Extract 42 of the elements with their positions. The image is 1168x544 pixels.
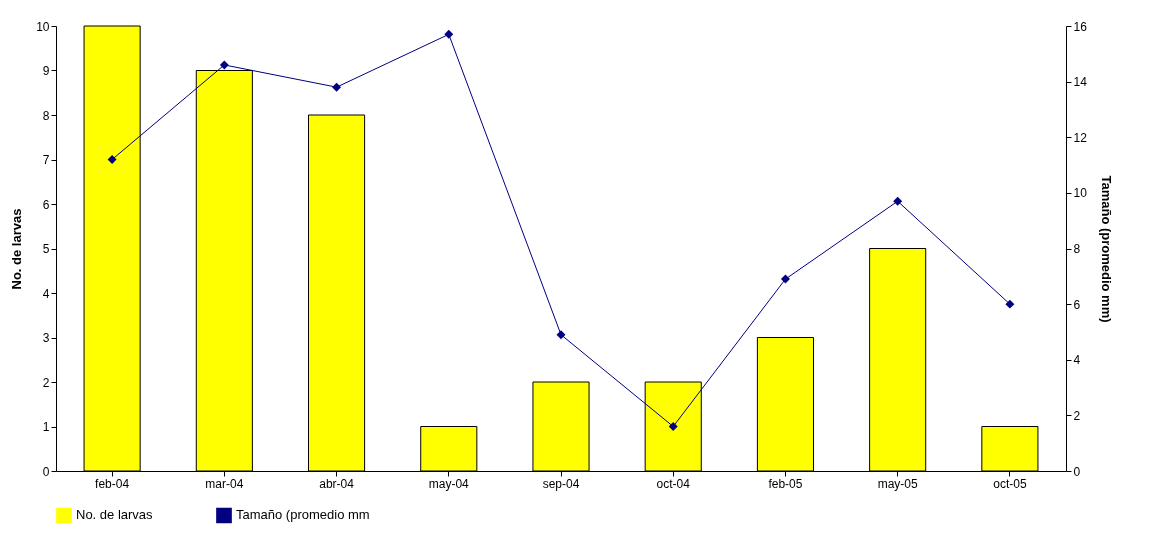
y-tick-label: 6: [42, 197, 50, 212]
point: [668, 422, 678, 431]
y2-tick-label: 6: [1073, 297, 1081, 312]
y2-tick-label: 0: [1073, 464, 1081, 479]
y2-tick-label: 4: [1073, 353, 1081, 368]
point: [556, 330, 566, 340]
y2-tick-label: 14: [1073, 75, 1088, 90]
point: [1005, 299, 1015, 309]
x-tick-label: may-04: [428, 476, 470, 491]
x-tick-label: may-05: [877, 476, 918, 491]
x-tick-label: oct-04: [656, 476, 691, 491]
y2-tick-label: 10: [1073, 186, 1088, 201]
x-tick-label: oct-05: [993, 476, 1027, 491]
point: [444, 29, 454, 39]
y2-tick-label: 8: [1073, 242, 1081, 256]
x-tick-label: sep-04: [542, 476, 580, 491]
point: [332, 82, 342, 92]
y-tick-label: 2: [42, 375, 50, 390]
legend-label: No. de larvas: [76, 507, 154, 523]
x-tick-label: mar-04: [205, 476, 244, 491]
y2-axis-title: Tamaño (promedio mm): [1098, 175, 1114, 323]
x-tick-label: abr-04: [319, 476, 355, 491]
y-tick-label: 1: [42, 420, 50, 434]
y2-tick-label: 12: [1073, 130, 1088, 145]
y-tick-label: 4: [42, 286, 50, 301]
y-tick-label: 8: [42, 108, 50, 123]
point: [893, 196, 903, 206]
point: [780, 274, 790, 284]
y-tick-label: 0: [42, 464, 50, 479]
y-tick-label: 10: [36, 19, 50, 34]
y-tick-label: 9: [42, 64, 50, 78]
y2-tick-label: 2: [1073, 408, 1081, 423]
point: [107, 155, 117, 164]
y-tick-label: 3: [42, 331, 50, 345]
legend-label: Tamaño (promedio mm: [236, 507, 370, 523]
y-tick-label: 7: [42, 153, 50, 167]
x-tick-label: feb-05: [768, 476, 803, 491]
x-tick-label: feb-04: [95, 476, 130, 491]
y-tick-label: 5: [42, 242, 50, 256]
point: [219, 60, 229, 70]
y2-tick-label: 16: [1073, 19, 1088, 34]
y-axis-title: No. de larvas: [9, 208, 25, 290]
